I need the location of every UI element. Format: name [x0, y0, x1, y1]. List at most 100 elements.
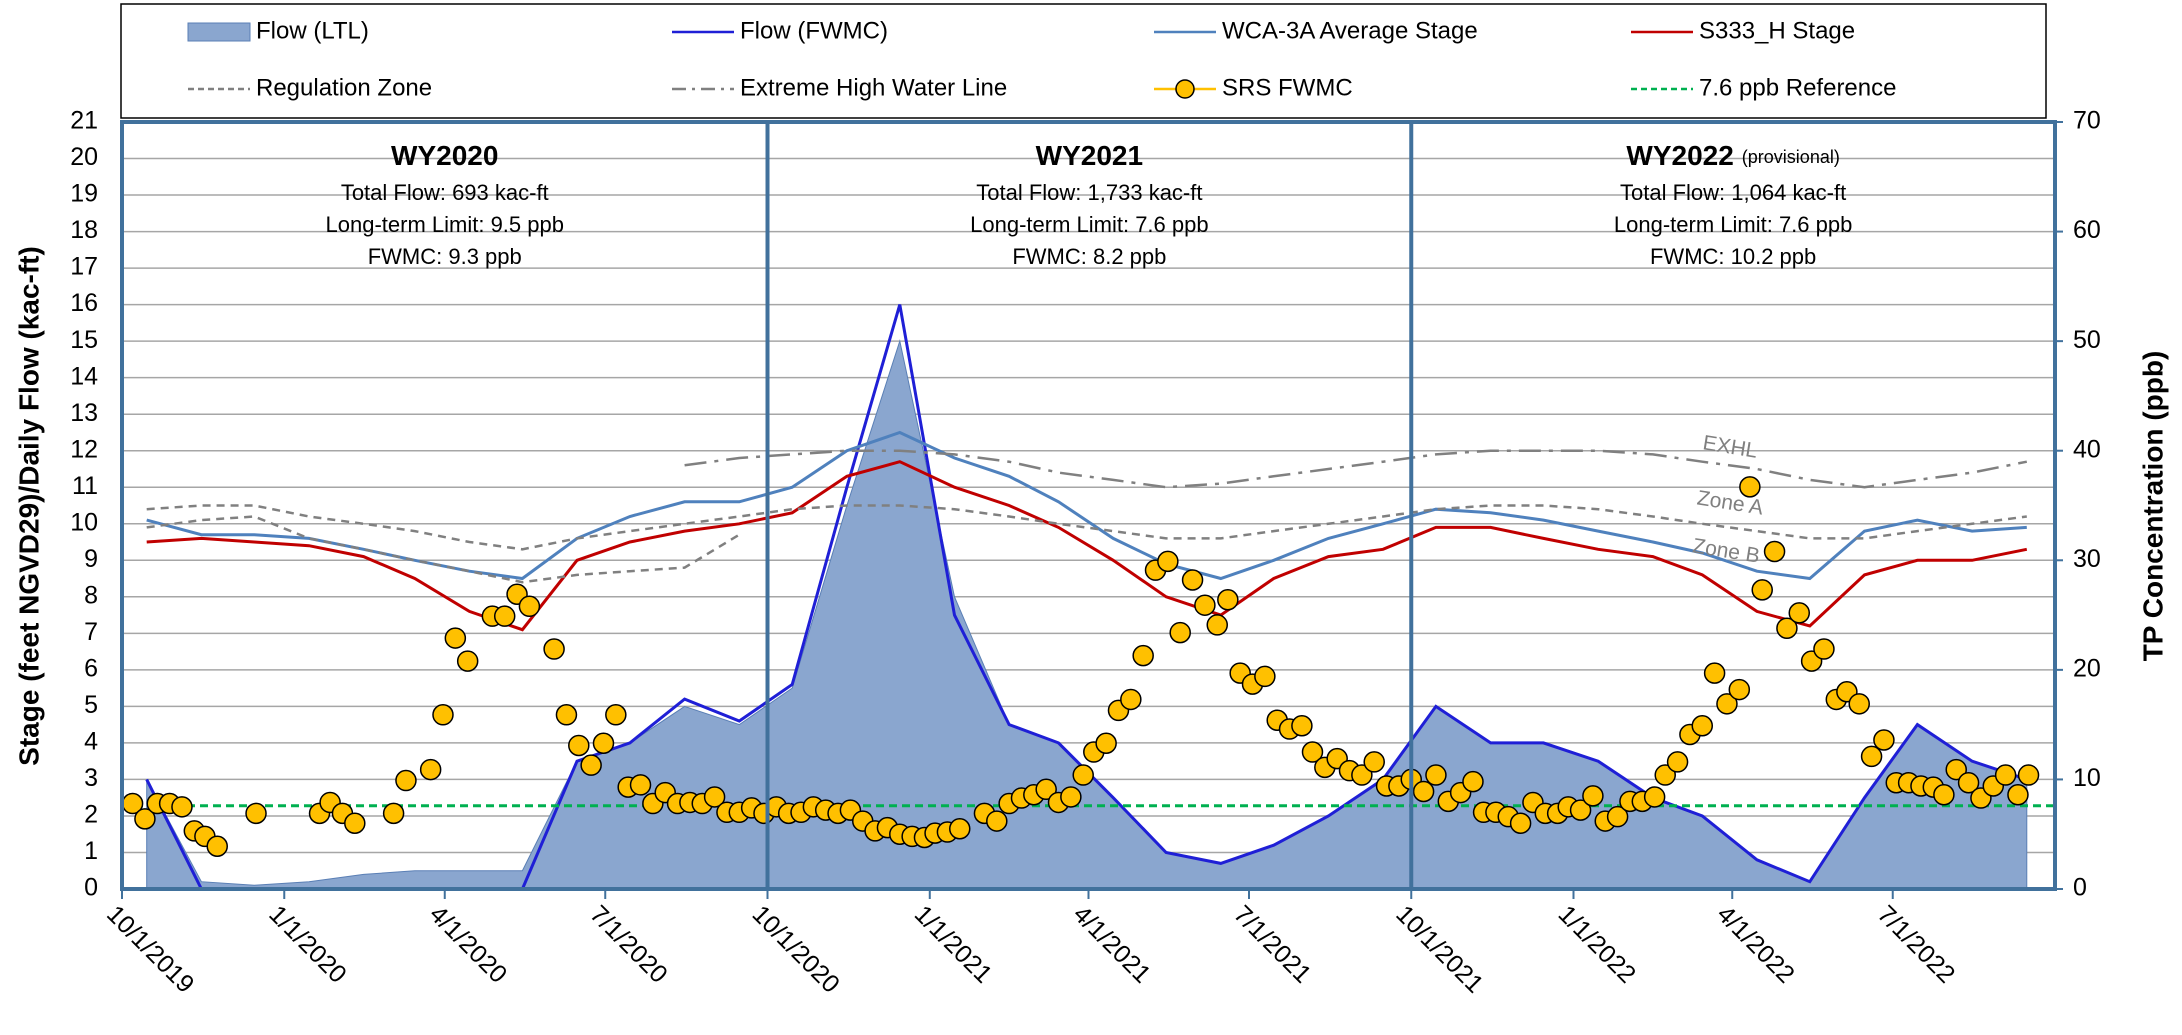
y2-tick-label: 50	[2073, 326, 2101, 354]
x-tick-label: 7/1/2020	[584, 900, 673, 989]
x-tick-label: 7/1/2022	[1872, 900, 1961, 989]
x-tick-label: 1/1/2020	[263, 900, 352, 989]
point	[1206, 614, 1228, 636]
point	[1363, 751, 1385, 773]
point	[605, 704, 627, 726]
annotation-line: Long-term Limit: 7.6 ppb	[970, 212, 1208, 237]
y-tick-label: 8	[84, 581, 98, 609]
annotation-note: (provisional)	[1742, 147, 1840, 167]
y-tick-label: 12	[70, 435, 98, 463]
y-tick-label: 16	[70, 289, 98, 317]
legend-label: WCA-3A Average Stage	[1222, 17, 1478, 44]
point	[568, 734, 590, 757]
point	[1763, 540, 1786, 563]
point	[1351, 764, 1373, 786]
point	[1462, 770, 1484, 793]
legend-label: SRS FWMC	[1222, 74, 1353, 101]
point	[580, 754, 602, 776]
y-tick-label: 20	[70, 143, 98, 171]
point	[1582, 785, 1604, 807]
point	[1095, 732, 1117, 755]
x-tick-label: 7/1/2021	[1228, 900, 1317, 989]
annotation-title-text: WY2021	[1036, 140, 1143, 171]
point	[1194, 594, 1216, 616]
point	[1813, 638, 1835, 660]
legend-label: 7.6 ppb Reference	[1699, 74, 1896, 101]
x-tick-label: 1/1/2021	[909, 900, 998, 989]
annotation-title: WY2021	[1036, 140, 1143, 171]
point	[1254, 665, 1276, 688]
y-tick-label: 5	[84, 691, 98, 719]
point	[1788, 602, 1811, 624]
y2-tick-label: 10	[2073, 764, 2101, 792]
plot-frame	[120, 120, 2057, 891]
y2-tick-label: 60	[2073, 216, 2101, 244]
point	[1301, 741, 1324, 763]
legend-swatch	[187, 22, 251, 42]
annotation-line: FWMC: 8.2 ppb	[1012, 244, 1166, 269]
point	[1716, 693, 1738, 715]
y-tick-label: 11	[72, 472, 98, 500]
y-tick-label: 1	[84, 837, 98, 865]
point	[543, 638, 565, 660]
point	[206, 835, 228, 858]
y2-tick-label: 20	[2073, 654, 2101, 682]
point	[1120, 688, 1142, 711]
point	[1691, 714, 1714, 737]
y2-tick-label: 40	[2073, 435, 2101, 463]
point	[1860, 745, 1883, 768]
point	[2007, 784, 2029, 806]
y-tick-label: 13	[70, 399, 98, 427]
annotation-title: WY2020	[391, 140, 498, 171]
y-tick-label: 18	[70, 216, 98, 244]
point	[1666, 751, 1689, 773]
annotation-title-text: WY2020	[391, 140, 498, 171]
point	[1933, 784, 1955, 806]
annotation-line: Total Flow: 693 kac-ft	[341, 180, 549, 205]
annotation-line: Total Flow: 1,064 kac-ft	[1620, 180, 1846, 205]
point	[1035, 778, 1057, 801]
point	[1728, 678, 1751, 701]
y2-tick-label: 30	[2073, 545, 2101, 573]
point	[444, 627, 467, 649]
y-tick-label: 17	[70, 253, 98, 281]
line-label: Zone B	[1691, 534, 1761, 567]
point	[1945, 758, 1967, 781]
point	[1606, 805, 1629, 828]
x-tick-label: 4/1/2020	[424, 900, 513, 989]
series-line-lower	[146, 515, 740, 584]
legend-label: Regulation Zone	[256, 74, 432, 101]
x-tick-label: 4/1/2021	[1068, 900, 1157, 989]
point	[1291, 714, 1313, 737]
point	[1643, 786, 1666, 808]
point	[1751, 579, 1773, 601]
y2-tick-label: 70	[2073, 107, 2101, 135]
point	[493, 605, 516, 627]
point	[2017, 764, 2040, 786]
point	[134, 808, 156, 830]
annotation-title: WY2022 (provisional)	[1626, 140, 1839, 171]
y-tick-label: 6	[84, 654, 98, 682]
point	[1060, 786, 1082, 808]
series-line	[146, 460, 2028, 632]
point	[1739, 476, 1761, 498]
y-tick-label: 15	[70, 326, 98, 354]
point	[1132, 644, 1154, 667]
point	[1994, 764, 2017, 786]
point	[592, 732, 615, 755]
y-tick-label: 19	[70, 180, 98, 208]
point	[1072, 764, 1094, 786]
point	[1217, 588, 1239, 611]
y-tick-label: 0	[84, 874, 98, 902]
point	[344, 812, 366, 835]
series-line	[146, 430, 2027, 581]
legend-swatch-dot	[1175, 79, 1195, 99]
point	[456, 650, 479, 672]
y-tick-label: 10	[70, 508, 98, 536]
point	[1509, 812, 1532, 835]
point	[419, 758, 442, 781]
point	[432, 704, 454, 726]
annotation-line: FWMC: 9.3 ppb	[368, 244, 522, 269]
point	[1654, 764, 1676, 786]
